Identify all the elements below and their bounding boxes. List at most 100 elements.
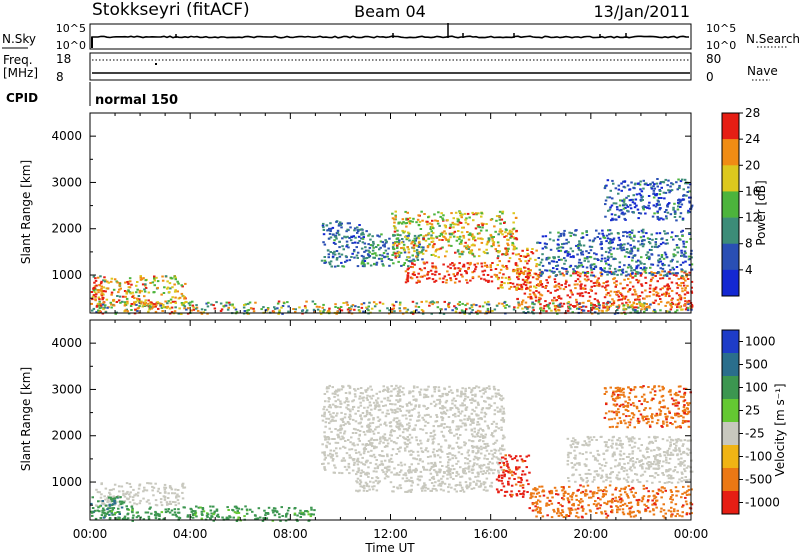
velocity-cell bbox=[357, 451, 361, 454]
power-cell bbox=[612, 238, 615, 241]
power-cell bbox=[461, 253, 464, 256]
power-cell bbox=[674, 272, 678, 275]
power-cell bbox=[97, 291, 100, 294]
power-cell bbox=[674, 254, 677, 257]
power-cell bbox=[636, 247, 640, 250]
velocity-cell bbox=[585, 493, 589, 496]
velocity-cell bbox=[466, 458, 469, 461]
velocity-cell bbox=[506, 465, 509, 467]
power-cell bbox=[504, 253, 508, 256]
power-cell bbox=[166, 280, 169, 283]
power-cell bbox=[610, 232, 613, 235]
velocity-cell bbox=[483, 443, 486, 445]
power-cell bbox=[143, 288, 146, 291]
power-cell bbox=[574, 272, 578, 275]
velocity-cell bbox=[368, 404, 372, 407]
velocity-cell bbox=[383, 438, 387, 441]
velocity-cell bbox=[108, 503, 111, 506]
velocity-cell bbox=[473, 455, 477, 458]
power-cell bbox=[449, 223, 452, 226]
velocity-cell bbox=[176, 499, 180, 502]
velocity-cell bbox=[164, 486, 168, 489]
power-cell bbox=[668, 295, 671, 298]
power-cell bbox=[608, 229, 612, 232]
power-cell bbox=[345, 301, 348, 304]
velocity-cell bbox=[405, 403, 409, 406]
power-cell bbox=[535, 284, 539, 287]
power-cell bbox=[345, 259, 349, 262]
power-cell bbox=[621, 287, 625, 290]
velocity-cell bbox=[138, 502, 142, 505]
power-cell bbox=[115, 301, 119, 303]
velocity-cell bbox=[323, 431, 326, 434]
velocity-cell bbox=[439, 400, 442, 403]
power-cell bbox=[670, 299, 673, 302]
velocity-cell bbox=[431, 442, 435, 445]
velocity-cell bbox=[424, 486, 428, 489]
velocity-cell bbox=[358, 483, 362, 485]
power-cell bbox=[669, 189, 672, 192]
power-cell bbox=[367, 243, 370, 246]
velocity-cell bbox=[408, 392, 411, 395]
power-cell bbox=[611, 217, 614, 220]
power-cell bbox=[667, 301, 670, 304]
velocity-cell bbox=[357, 467, 360, 470]
velocity-cell bbox=[322, 408, 325, 411]
velocity-cell bbox=[373, 445, 376, 448]
velocity-cell bbox=[334, 428, 337, 430]
velocity-cell bbox=[453, 488, 457, 491]
power-cell bbox=[576, 307, 579, 310]
power-cell bbox=[658, 208, 661, 211]
power-cell bbox=[430, 223, 434, 226]
velocity-cell bbox=[435, 489, 438, 492]
power-cell bbox=[416, 254, 420, 257]
power-cell bbox=[679, 199, 683, 202]
velocity-cell bbox=[407, 411, 411, 414]
velocity-cell bbox=[404, 449, 407, 452]
power-cell bbox=[413, 237, 416, 240]
power-cell bbox=[650, 233, 653, 236]
power-cell bbox=[565, 272, 569, 275]
power-cell bbox=[393, 221, 396, 224]
velocity-cell bbox=[381, 411, 384, 414]
power-cell bbox=[550, 309, 553, 312]
velocity-cell bbox=[499, 410, 502, 413]
velocity-cell bbox=[330, 456, 333, 459]
power-cell bbox=[353, 249, 356, 251]
power-cell bbox=[645, 253, 648, 256]
power-cell bbox=[597, 281, 600, 284]
velocity-cell bbox=[482, 440, 485, 443]
velocity-cell bbox=[339, 438, 342, 441]
power-cell bbox=[458, 255, 462, 258]
power-cell bbox=[466, 244, 469, 247]
power-cell bbox=[456, 273, 459, 276]
power-cell bbox=[463, 310, 466, 313]
power-cell bbox=[555, 305, 558, 307]
velocity-cell bbox=[502, 412, 506, 415]
velocity-cell bbox=[535, 492, 539, 495]
velocity-cell bbox=[429, 455, 432, 458]
velocity-cell bbox=[499, 408, 502, 411]
velocity-cell bbox=[463, 424, 467, 427]
power-cell bbox=[107, 281, 110, 284]
velocity-cell bbox=[393, 473, 396, 476]
velocity-cell bbox=[427, 385, 430, 388]
velocity-cell bbox=[367, 423, 370, 426]
velocity-cell bbox=[343, 459, 346, 462]
power-cell bbox=[548, 275, 552, 278]
power-cell bbox=[685, 275, 688, 278]
power-cell bbox=[171, 277, 174, 280]
power-cell bbox=[684, 289, 687, 292]
velocity-cell bbox=[440, 416, 443, 419]
power-cell bbox=[671, 266, 674, 269]
power-cell bbox=[104, 304, 107, 307]
power-cell bbox=[98, 298, 101, 301]
velocity-cell bbox=[106, 501, 109, 503]
power-cell bbox=[451, 309, 454, 312]
velocity-cell bbox=[459, 425, 463, 428]
velocity-cell bbox=[365, 411, 369, 414]
power-cell bbox=[333, 250, 336, 253]
velocity-cell bbox=[121, 502, 124, 505]
power-cell bbox=[644, 289, 647, 292]
power-cell bbox=[676, 251, 680, 254]
